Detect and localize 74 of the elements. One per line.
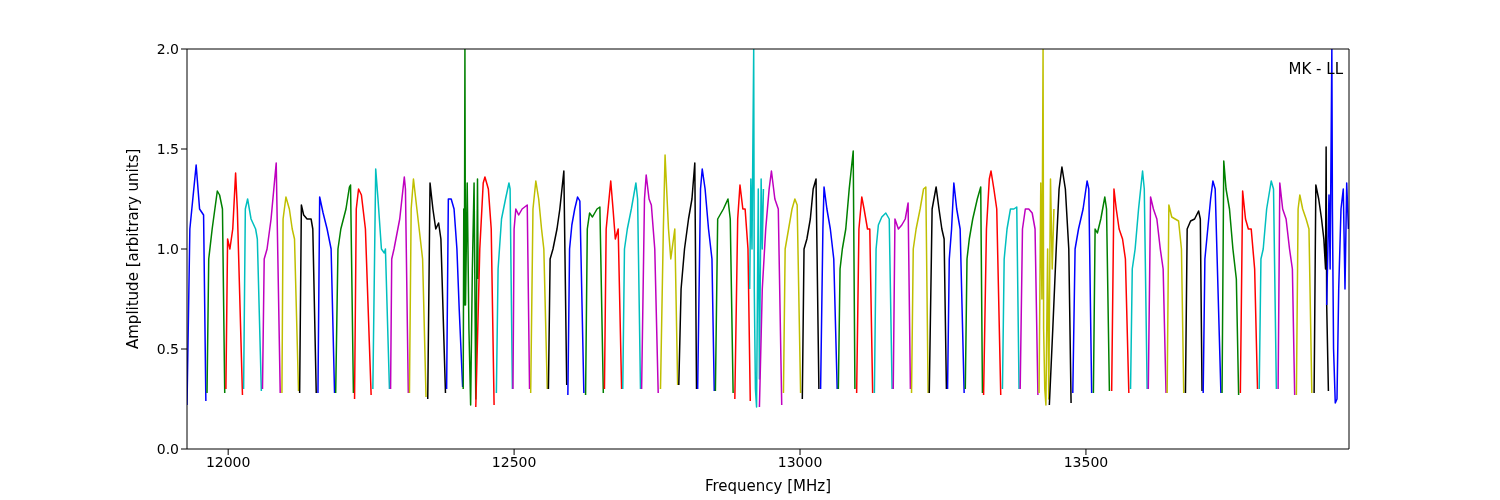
- line-series: [1166, 204, 1185, 394]
- line-series: [281, 196, 300, 394]
- line-series: [1129, 170, 1148, 390]
- line-series: [837, 150, 856, 390]
- line-series: [819, 186, 838, 390]
- line-series: [855, 196, 874, 394]
- line-series: [334, 184, 355, 394]
- line-series: [910, 186, 929, 394]
- line-series: [225, 172, 244, 396]
- line-series: [982, 170, 1002, 396]
- line-series: [782, 198, 802, 394]
- line-series: [892, 202, 912, 390]
- line-series: [298, 204, 317, 394]
- line-series: [622, 182, 642, 390]
- line-series: [1239, 190, 1259, 394]
- line-series: [1184, 210, 1203, 394]
- line-series: [946, 182, 965, 394]
- x-tick-label: 13500: [1063, 453, 1109, 470]
- line-series: [389, 176, 410, 394]
- line-series: [1147, 196, 1167, 394]
- line-series: [1048, 166, 1072, 406]
- line-series: [529, 180, 549, 394]
- line-series: [1313, 146, 1330, 394]
- y-tick-label: 0.0: [156, 440, 179, 457]
- x-tick-label: 13000: [777, 453, 823, 470]
- line-series: [640, 174, 659, 394]
- line-series: [495, 182, 514, 394]
- line-series: [1038, 49, 1055, 406]
- x-axis-title: Frequency [MHz]: [704, 477, 832, 495]
- line-series: [1001, 206, 1020, 390]
- line-series: [758, 170, 783, 408]
- line-series: [1295, 194, 1313, 396]
- line-series: [372, 168, 391, 390]
- y-tick-label: 1.5: [156, 140, 179, 157]
- line-series: [873, 212, 893, 394]
- line-series: [928, 186, 948, 394]
- line-series: [1110, 188, 1130, 394]
- line-series: [242, 198, 263, 392]
- line-series: [964, 186, 984, 394]
- line-series: [696, 168, 715, 392]
- line-series: [801, 178, 820, 400]
- line-series: [317, 196, 336, 394]
- line-series: [567, 196, 585, 396]
- x-tick-label: 12500: [491, 453, 537, 470]
- line-series: [206, 190, 226, 394]
- line-series: [584, 206, 605, 396]
- line-series: [462, 49, 479, 406]
- line-series: [1072, 180, 1093, 394]
- line-series: [1092, 196, 1111, 394]
- line-series: [353, 188, 372, 400]
- line-series: [1277, 182, 1296, 396]
- x-tick-label: 12000: [205, 453, 251, 470]
- y-tick-label: 2.0: [156, 40, 179, 57]
- line-series: [475, 176, 495, 408]
- line-series: [408, 178, 427, 398]
- line-series: [1202, 180, 1222, 394]
- line-series: [1221, 160, 1240, 396]
- line-series: [1325, 49, 1349, 404]
- y-tick-label: 0.5: [156, 340, 179, 357]
- line-series: [748, 49, 765, 408]
- line-series: [678, 162, 698, 390]
- line-series: [261, 162, 281, 394]
- line-series: [512, 204, 531, 390]
- y-tick-label: 1.0: [156, 240, 179, 257]
- line-series: [603, 180, 623, 390]
- line-series: [1258, 180, 1278, 390]
- line-series: [445, 198, 464, 390]
- line-series: [547, 170, 568, 390]
- line-series: [427, 182, 447, 400]
- line-series: [1019, 208, 1039, 396]
- line-series: [714, 198, 734, 394]
- line-series: [659, 154, 679, 390]
- line-series: [734, 184, 752, 402]
- y-axis-title: Amplitude [arbitrary units]: [124, 148, 143, 349]
